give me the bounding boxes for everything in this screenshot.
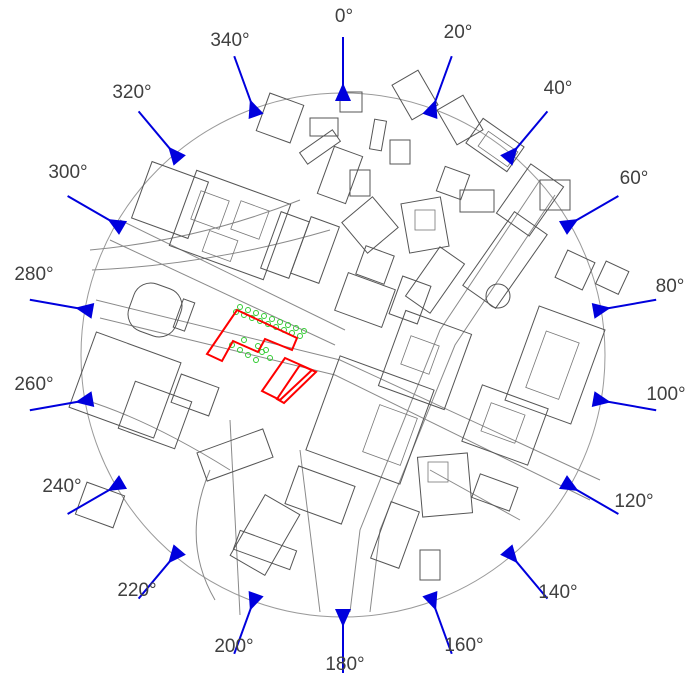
direction-arrow-icon [67, 475, 128, 515]
direction-arrow-icon [335, 609, 351, 673]
label-0: 0° [335, 6, 353, 27]
direction-arrow-icon [137, 544, 186, 600]
direction-arrow-icon [137, 110, 186, 166]
direction-arrow-icon [500, 544, 549, 600]
direction-arrow-icon [422, 590, 453, 655]
direction-arrow-icon [29, 391, 95, 412]
label-40: 40° [544, 78, 573, 99]
direction-arrow-icon [558, 475, 619, 515]
label-280: 280° [14, 264, 53, 285]
direction-arrow-icon [233, 590, 264, 655]
label-120: 120° [614, 491, 653, 512]
road-network [84, 179, 601, 616]
label-240: 240° [42, 476, 81, 497]
label-300: 300° [48, 162, 87, 183]
direction-arrow-icon [233, 55, 264, 120]
site-outline-icon [205, 308, 318, 405]
label-220: 220° [117, 580, 156, 601]
direction-arrows [29, 37, 657, 673]
direction-arrow-icon [422, 55, 453, 120]
direction-arrow-icon [558, 195, 619, 235]
label-200: 200° [214, 636, 253, 657]
direction-arrow-icon [67, 195, 128, 235]
label-140: 140° [538, 582, 577, 603]
direction-labels: 0° 20° 40° 60° 80° 100° 120° 140° 160° 1… [14, 6, 685, 675]
direction-arrow-icon [591, 298, 657, 319]
direction-arrow-icon [29, 298, 95, 319]
label-80: 80° [656, 276, 685, 297]
building-footprints [68, 69, 630, 581]
label-320: 320° [112, 82, 151, 103]
label-100: 100° [646, 384, 685, 405]
label-160: 160° [444, 635, 483, 656]
label-260: 260° [14, 374, 53, 395]
label-340: 340° [210, 30, 249, 51]
direction-arrow-icon [591, 391, 657, 412]
direction-arrow-icon [335, 37, 351, 101]
label-60: 60° [620, 168, 649, 189]
label-180: 180° [325, 654, 364, 675]
direction-arrow-icon [500, 110, 549, 166]
label-20: 20° [444, 22, 473, 43]
